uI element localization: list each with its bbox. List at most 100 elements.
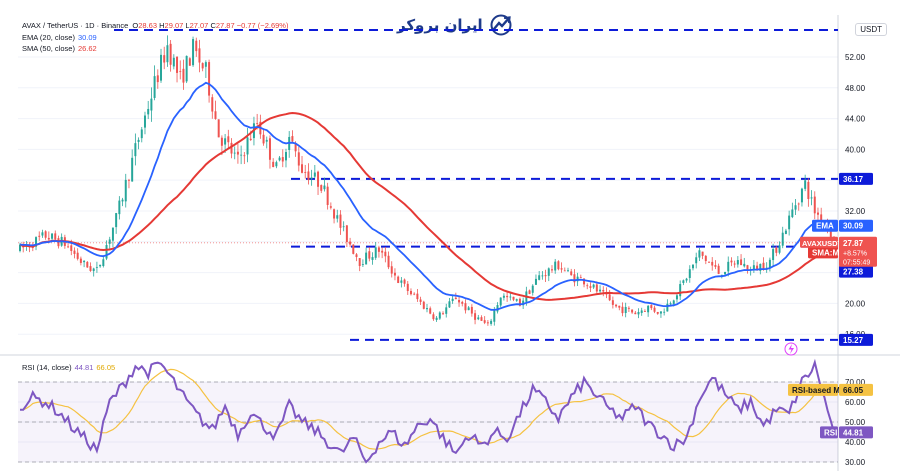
candle-body [326,186,329,205]
candle-body [813,196,816,214]
candle-body [522,300,525,306]
symbol-name-tag-bg [800,236,838,248]
level-15-tag-bg [839,333,873,346]
candle-body [150,98,153,111]
candle-body [317,171,320,187]
candle-body [291,136,294,142]
candle-body [672,300,675,304]
candle-body [663,311,666,313]
candle-body [163,55,166,63]
rsi-price-tag: 44.81 [843,428,864,437]
ema-price-tag-bg [839,219,873,232]
candle-body [579,277,582,279]
candle-body [41,232,44,236]
ohlc-values: O28.63 H29.07 L27.07 C27.87 −0.77 (−2.69… [132,21,289,30]
candle-body [409,290,412,295]
candle-body [268,138,271,160]
ema-legend[interactable]: EMA (20, close) 30.09 [22,33,97,42]
candle-body [775,247,778,253]
candle-body [567,270,570,272]
rsi-tick-label: 70.00 [845,378,866,387]
candle-body [419,299,422,302]
rsi-tick-label: 60.00 [845,398,866,407]
candle-body [496,305,499,312]
ema-price-tag: 30.09 [843,222,864,231]
candle-body [650,305,653,309]
candle-body [393,272,396,276]
price-tick-label: 52.00 [845,53,866,62]
candle-body [422,301,425,309]
candle-body [717,265,720,274]
rsi-ma-line [20,368,835,450]
sma-axis-name-tag: SMA:MA [812,248,845,257]
candle-body [483,320,486,323]
candle-body [442,313,445,315]
candle-body [557,261,560,270]
candle-body [99,264,102,267]
candle-body [304,172,307,173]
rsi-ma-axis-name-tag-bg [788,383,838,396]
candle-body [224,138,227,145]
candle-body [429,308,432,314]
candle-body [169,43,172,65]
trend-arrow-icon [490,14,512,36]
candle-body [51,233,54,239]
price-tick-label: 20.00 [845,299,866,308]
candle-body [599,289,602,292]
candle-body [499,297,502,306]
candle-body [416,293,419,300]
candle-body [512,296,515,300]
candle-body [355,254,358,258]
candle-body [810,197,813,199]
currency-button[interactable]: USDT [855,23,887,36]
rsi-axis-name-tag: RSI [824,428,837,437]
candle-body [160,54,163,81]
candle-body [313,172,316,177]
candle-body [73,250,76,254]
candle-body [563,270,566,272]
candle-body [275,162,278,167]
candle-body [618,305,621,308]
candle-body [115,213,118,228]
ema-line [19,81,835,311]
sma-legend[interactable]: SMA (50, close) 26.62 [22,44,97,53]
candle-body [156,75,159,83]
candle-body [634,312,637,315]
candle-body [509,296,512,298]
last-price-countdown: 07:55:49 [843,259,870,266]
candle-body [179,71,182,73]
candle-body [208,62,211,96]
candle-body [708,261,711,263]
candle-body [544,275,547,277]
candle-body [820,214,823,224]
rsi-ma-axis-name-tag: RSI-based MA [792,386,846,395]
ema-axis-name-tag: EMA [816,222,834,231]
candle-body [714,265,717,267]
candle-body [550,269,553,271]
candle-body [111,227,114,241]
flash-icon[interactable] [784,342,798,356]
candle-body [698,250,701,258]
candle-body [656,311,659,314]
price-tick-label: 32.00 [845,207,866,216]
candle-body [435,317,438,320]
candle-body [554,261,557,271]
candle-body [611,300,614,305]
candle-body [788,215,791,230]
candle-body [195,40,198,52]
candle-body [528,290,531,294]
candle-body [608,294,611,301]
candle-body [92,268,95,272]
candle-body [461,301,464,304]
candle-body [243,155,246,157]
candle-body [490,320,493,324]
candle-body [448,301,451,308]
candle-body [784,230,787,234]
candle-body [615,304,618,307]
rsi-legend[interactable]: RSI (14, close) 44.81 66.05 [22,363,116,372]
candle-body [538,275,541,280]
candle-body [121,199,124,202]
candle-body [102,259,105,266]
candle-body [182,68,185,83]
